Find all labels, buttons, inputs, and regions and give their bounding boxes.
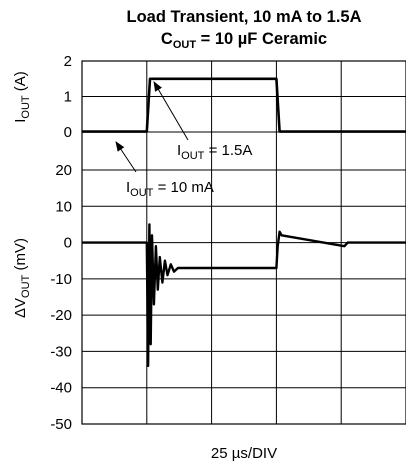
title-c-rest: = 10 µF Ceramic xyxy=(196,30,327,48)
y-tick-label-bottom: -50 xyxy=(50,416,72,433)
x-axis-label: 25 µs/DIV xyxy=(211,445,277,462)
y-tick-label-bottom: -10 xyxy=(50,271,72,288)
y-tick-label-top: 0 xyxy=(64,124,72,141)
ann2-rest: = 10 mA xyxy=(153,179,213,196)
ann1-main: I xyxy=(177,142,181,159)
annotation-iout-10ma: IOUT = 10 mA xyxy=(126,179,214,199)
annotation-arrow-1p5a xyxy=(153,81,189,141)
top-ylabel: IOUT (A) xyxy=(12,71,32,123)
annotation-arrow-10ma xyxy=(115,141,137,173)
top-ylabel-unit: (A) xyxy=(12,71,29,95)
top-ylabel-sub: OUT xyxy=(20,95,32,119)
bottom-ylabel-unit: (mV) xyxy=(12,238,29,275)
y-tick-label-bottom: 20 xyxy=(55,162,72,179)
y-tick-label-bottom: -30 xyxy=(50,343,72,360)
ann1-rest: = 1.5A xyxy=(204,142,252,159)
chart-title-line1: Load Transient, 10 mA to 1.5A xyxy=(126,8,361,26)
title-c-sub: OUT xyxy=(173,39,197,51)
bottom-ylabel: ΔVOUT (mV) xyxy=(12,238,32,318)
bottom-ylabel-sub: OUT xyxy=(20,274,32,298)
iout-series-line xyxy=(82,77,406,133)
ann2-sub: OUT xyxy=(130,187,154,199)
title-c-main: C xyxy=(161,30,173,48)
annotation-iout-1p5a: IOUT = 1.5A xyxy=(177,142,252,162)
y-tick-label-top: 2 xyxy=(64,53,72,70)
ann1-sub: OUT xyxy=(181,150,205,162)
chart-title-line2: COUT = 10 µF Ceramic xyxy=(161,30,327,51)
ann2-main: I xyxy=(126,179,130,196)
y-tick-label-bottom: 0 xyxy=(64,235,72,252)
dvout-series-line xyxy=(82,223,406,368)
bottom-ylabel-main: ΔV xyxy=(12,298,29,318)
y-tick-label-bottom: -20 xyxy=(50,307,72,324)
y-tick-label-bottom: -40 xyxy=(50,380,72,397)
top-ylabel-main: I xyxy=(12,119,29,123)
y-tick-label-top: 1 xyxy=(64,89,72,106)
y-tick-label-bottom: 10 xyxy=(55,198,72,215)
